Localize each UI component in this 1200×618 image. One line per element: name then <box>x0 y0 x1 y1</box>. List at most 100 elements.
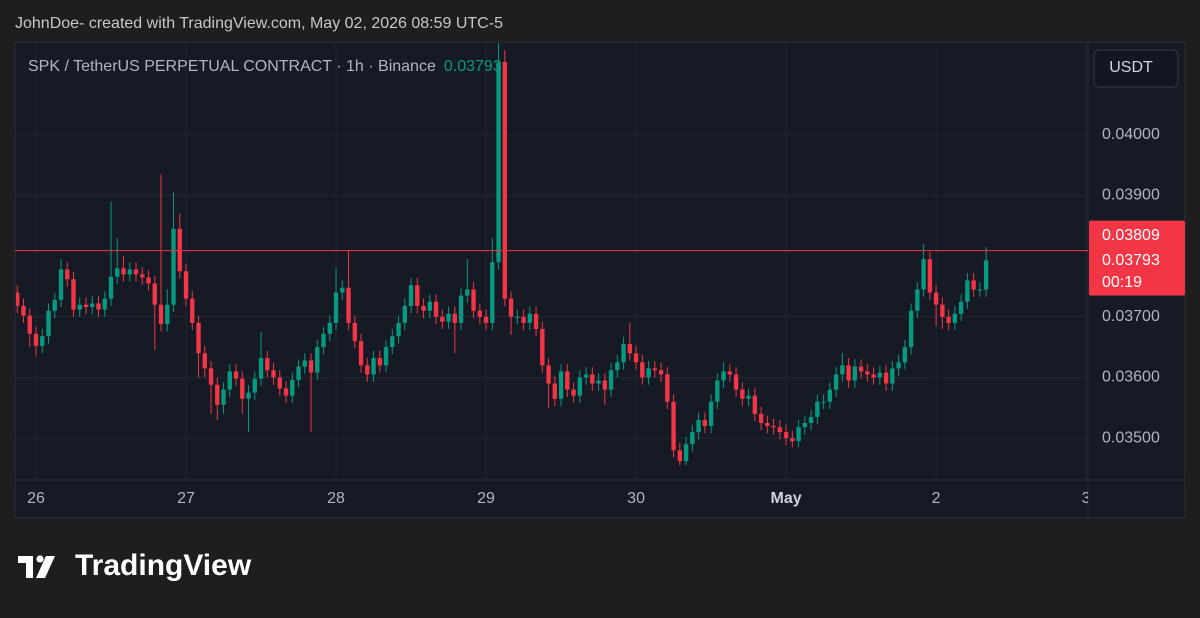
last-price-header: 0.03793 <box>444 58 502 75</box>
candle-body <box>240 378 245 399</box>
candle-body <box>52 299 57 311</box>
candle-body <box>752 395 758 414</box>
brand: TradingView <box>75 549 252 582</box>
candle-body <box>665 374 670 402</box>
candle-body <box>208 368 214 385</box>
candle-body <box>608 370 614 390</box>
brand-logo <box>18 555 55 578</box>
candle-body <box>602 380 608 390</box>
candle-body <box>958 301 964 314</box>
candle-body <box>327 322 332 334</box>
watermark: JohnDoe- created with TradingView.com, M… <box>15 15 503 32</box>
candle-body <box>477 310 482 317</box>
candle-body <box>365 365 370 375</box>
candle-body <box>896 362 901 369</box>
candle-body <box>183 271 189 299</box>
candle-body <box>277 377 282 389</box>
candle-body <box>396 322 401 337</box>
candle-body <box>627 344 633 354</box>
candle-body <box>827 389 833 402</box>
y-tick-label: 0.03600 <box>1102 369 1160 386</box>
x-tick-label: 27 <box>177 490 195 507</box>
candle-body <box>377 358 382 366</box>
candle-body <box>290 379 295 396</box>
candle-body <box>971 280 976 290</box>
x-tick-label: 30 <box>627 490 645 507</box>
candle-body <box>40 336 45 346</box>
candle-body <box>115 268 120 277</box>
candle-body <box>415 285 420 306</box>
last-price-label: 0.03793 <box>1102 252 1160 269</box>
candle-body <box>533 313 539 329</box>
candle-body <box>16 292 20 306</box>
candle-body <box>71 279 76 310</box>
candle-body <box>977 289 983 291</box>
candle-body <box>565 371 570 390</box>
candle-body <box>221 389 226 405</box>
candle-body <box>683 444 689 462</box>
candle-body <box>190 298 195 323</box>
grid <box>15 42 1088 480</box>
candle-body <box>727 371 733 375</box>
candle-body <box>577 377 583 396</box>
candle-body <box>265 358 270 371</box>
y-tick-label: 0.03700 <box>1102 308 1160 325</box>
x-tick-label: May <box>771 490 802 507</box>
candle-body <box>840 365 845 375</box>
candle-body <box>771 426 776 428</box>
candle-body <box>252 378 257 393</box>
candle-body <box>758 413 764 423</box>
y-tick-label: 0.03500 <box>1102 429 1160 446</box>
candle-body <box>590 374 595 384</box>
candle-body <box>302 360 307 367</box>
overlay: 0.03500 0.03600 0.03700 0.03900 0.04000 26 27 2… <box>15 126 1185 507</box>
candle-body <box>908 310 914 348</box>
candle-body <box>465 289 470 296</box>
candle-body <box>765 422 770 427</box>
candle-body <box>890 368 895 384</box>
candle-body <box>127 269 132 275</box>
candle-body <box>452 313 457 323</box>
candle-body <box>108 276 114 299</box>
candle-body <box>140 274 145 278</box>
candle-body <box>402 305 407 323</box>
candle-body <box>121 268 126 275</box>
candle-body <box>333 292 339 323</box>
currency-label[interactable]: USDT <box>1109 59 1153 76</box>
price-label-box <box>1089 220 1185 296</box>
candle-body <box>321 333 326 348</box>
candle-body <box>852 366 858 381</box>
candle-body <box>783 432 789 439</box>
candle-body <box>390 336 395 348</box>
candle-body <box>508 298 514 317</box>
candle-body <box>640 362 645 378</box>
candle-body <box>721 371 726 381</box>
candle-body <box>571 389 576 396</box>
candle-body <box>133 269 139 275</box>
candle-body <box>671 401 676 451</box>
candle-body <box>315 347 320 373</box>
candle-body <box>90 303 95 308</box>
candle-body <box>702 419 708 427</box>
x-tick-label: 2 <box>932 490 941 507</box>
candle-body <box>77 304 82 310</box>
candle-body <box>496 62 501 263</box>
candle-body <box>65 269 70 280</box>
candle-body <box>458 295 464 323</box>
candle-body <box>690 432 695 445</box>
candle-body <box>952 313 958 323</box>
candle-body <box>790 438 795 442</box>
candle-body <box>171 228 176 305</box>
currency-button[interactable] <box>1093 49 1179 88</box>
candle-body <box>921 259 926 290</box>
candle-body <box>202 353 207 369</box>
candle-body <box>96 303 101 310</box>
candle-body <box>308 360 314 373</box>
candle-body <box>677 450 683 462</box>
candle-body <box>490 262 495 323</box>
candle-body <box>27 315 32 334</box>
symbol-info: SPK / TetherUS PERPETUAL CONTRACT · 1h ·… <box>28 58 436 75</box>
candle-body <box>383 347 389 366</box>
x-tick-label: 29 <box>477 490 495 507</box>
